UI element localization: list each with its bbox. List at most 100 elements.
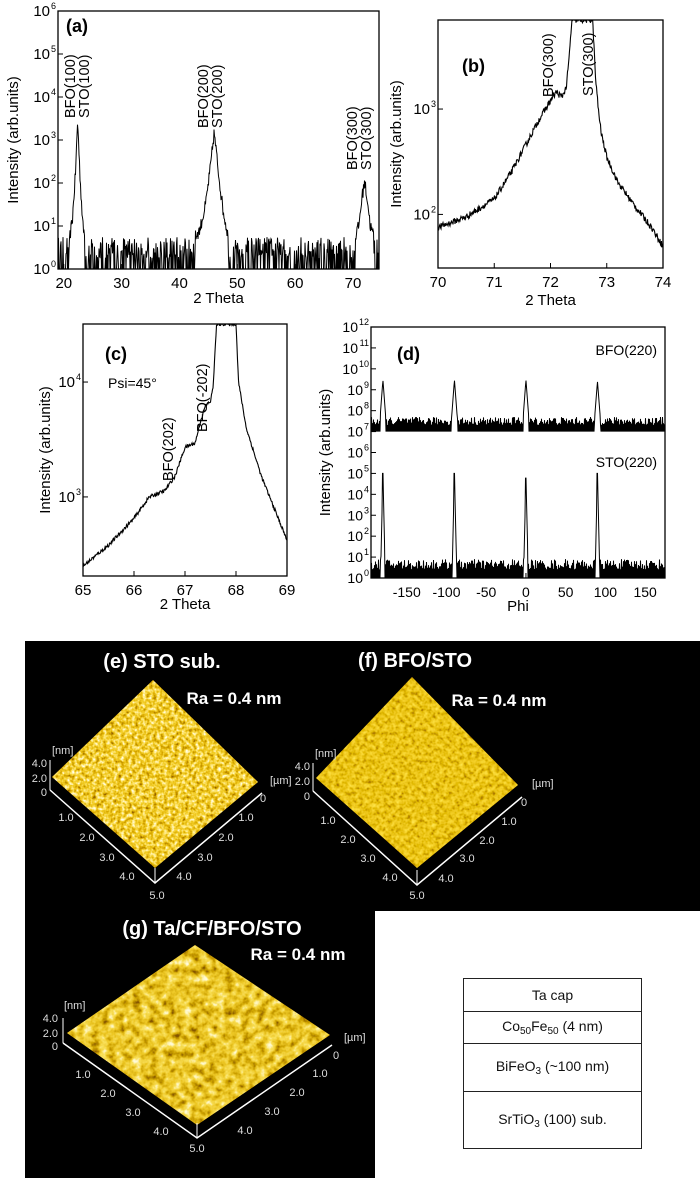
peak-label-sto300: STO(300) <box>581 33 597 96</box>
layer-cofe: Co50Fe50 (4 nm) <box>464 1011 641 1043</box>
afm-z-tick: 0 <box>304 791 310 803</box>
x-tick-label: 66 <box>126 582 143 599</box>
y-tick-exponent: 12 <box>359 317 369 327</box>
y-tick-label: 10 <box>347 465 363 481</box>
y-tick-exponent: 5 <box>364 463 369 473</box>
afm-z-tick: 2.0 <box>43 1028 58 1040</box>
x-tick-label: 50 <box>229 275 246 292</box>
afm-y-tick: 0 <box>333 1050 339 1062</box>
data-line-series-0 <box>58 124 379 269</box>
y-tick-label: 10 <box>33 3 50 20</box>
afm-x-tick: 2.0 <box>340 834 355 846</box>
x-tick-label: 60 <box>287 275 304 292</box>
afm-z-tick: 0 <box>52 1041 58 1053</box>
y-axis-label: Intensity (arb.units) <box>5 76 22 204</box>
data-line-sto220 <box>371 472 665 578</box>
afm-y-tick: 3.0 <box>264 1106 279 1118</box>
x-tick-label: 65 <box>75 582 92 599</box>
y-axis-label: Intensity (arb.units) <box>317 389 334 517</box>
y-tick-exponent: 4 <box>364 484 369 494</box>
afm-title: (g) Ta/CF/BFO/STO <box>122 918 301 940</box>
y-tick-label: 10 <box>33 89 50 106</box>
y-tick-exponent: 9 <box>364 380 369 390</box>
x-tick-label: 0 <box>522 584 530 600</box>
y-tick-label: 10 <box>347 549 363 565</box>
x-tick-label: 74 <box>655 274 672 291</box>
y-tick-label: 10 <box>347 486 363 502</box>
y-tick-exponent: 1 <box>364 547 369 557</box>
y-axis-label: Intensity (arb.units) <box>388 80 405 208</box>
afm-x-tick: 5.0 <box>189 1143 204 1155</box>
afm-z-tick: 4.0 <box>295 761 310 773</box>
afm-x-tick: 4.0 <box>153 1126 168 1138</box>
afm-surface-topography <box>316 677 518 868</box>
x-tick-label: 67 <box>177 582 194 599</box>
afm-x-tick: 3.0 <box>125 1107 140 1119</box>
afm-y-tick: 3.0 <box>459 853 474 865</box>
afm-x-tick: 5.0 <box>409 890 424 902</box>
series-label-sto220: STO(220) <box>596 454 657 470</box>
y-tick-label: 10 <box>347 528 363 544</box>
afm-z-unit: [nm] <box>64 1000 85 1012</box>
y-tick-exponent: 8 <box>364 401 369 411</box>
series-label-bfo220: BFO(220) <box>596 342 657 358</box>
afm-x-tick: 4.0 <box>119 871 134 883</box>
y-tick-label: 10 <box>413 101 430 118</box>
layer-label: Ta cap <box>531 987 574 1003</box>
layer-label: Co50Fe50 (4 nm) <box>502 1018 603 1037</box>
afm-z-tick: 2.0 <box>32 773 47 785</box>
x-axis-label: 2 Theta <box>525 292 576 309</box>
x-tick-label: 69 <box>279 582 296 599</box>
y-tick-label: 10 <box>347 445 363 461</box>
y-tick-exponent: 1 <box>51 216 56 226</box>
y-tick-exponent: 7 <box>364 422 369 432</box>
y-tick-label: 10 <box>347 424 363 440</box>
y-tick-exponent: 10 <box>359 359 369 369</box>
afm-z-tick: 2.0 <box>295 776 310 788</box>
afm-z-unit: [nm] <box>315 748 336 760</box>
x-tick-label: 70 <box>345 275 362 292</box>
y-tick-exponent: 6 <box>51 1 56 11</box>
afm-x-tick: 2.0 <box>79 832 94 844</box>
afm-surface-topography <box>67 945 330 1125</box>
y-tick-label: 10 <box>347 507 363 523</box>
y-tick-label: 10 <box>347 570 363 586</box>
y-tick-label: 10 <box>33 175 50 192</box>
afm-x-tick: 3.0 <box>360 853 375 865</box>
x-tick-label: 50 <box>558 584 574 600</box>
y-axis-label: Intensity (arb.units) <box>37 386 54 514</box>
y-tick-label: 10 <box>342 340 358 356</box>
peak-label-bfo202: BFO(202) <box>161 417 177 481</box>
y-tick-label: 10 <box>347 403 363 419</box>
y-tick-exponent: 2 <box>364 526 369 536</box>
y-tick-label: 10 <box>33 218 50 235</box>
x-tick-label: 68 <box>228 582 245 599</box>
layer-stack-diagram: Ta cap Co50Fe50 (4 nm) BiFeO3 (~100 nm) … <box>463 978 642 1149</box>
data-line-series-0 <box>438 20 663 248</box>
x-tick-label: -100 <box>432 584 460 600</box>
x-tick-label: 100 <box>594 584 618 600</box>
y-tick-exponent: 3 <box>431 99 436 109</box>
y-tick-exponent: 3 <box>51 130 56 140</box>
x-axis-label: 2 Theta <box>160 596 211 613</box>
y-tick-exponent: 4 <box>76 372 81 382</box>
layer-bifeo3: BiFeO3 (~100 nm) <box>464 1043 641 1091</box>
peak-label-bfo-202: BFO(-202) <box>195 364 211 433</box>
afm-xy-unit: [µm] <box>270 775 292 787</box>
afm-y-tick: 3.0 <box>197 852 212 864</box>
x-tick-label: 40 <box>171 275 188 292</box>
afm-y-tick: 2.0 <box>218 832 233 844</box>
panel-label: (a) <box>66 16 88 36</box>
afm-y-tick: 4.0 <box>176 871 191 883</box>
y-tick-label: 10 <box>347 382 363 398</box>
y-tick-exponent: 6 <box>364 443 369 453</box>
afm-title: (e) STO sub. <box>103 651 220 673</box>
y-tick-exponent: 4 <box>51 87 56 97</box>
layer-label: SrTiO3 (100) sub. <box>498 1110 607 1130</box>
panel-label: (b) <box>462 56 485 76</box>
y-tick-exponent: 5 <box>51 44 56 54</box>
